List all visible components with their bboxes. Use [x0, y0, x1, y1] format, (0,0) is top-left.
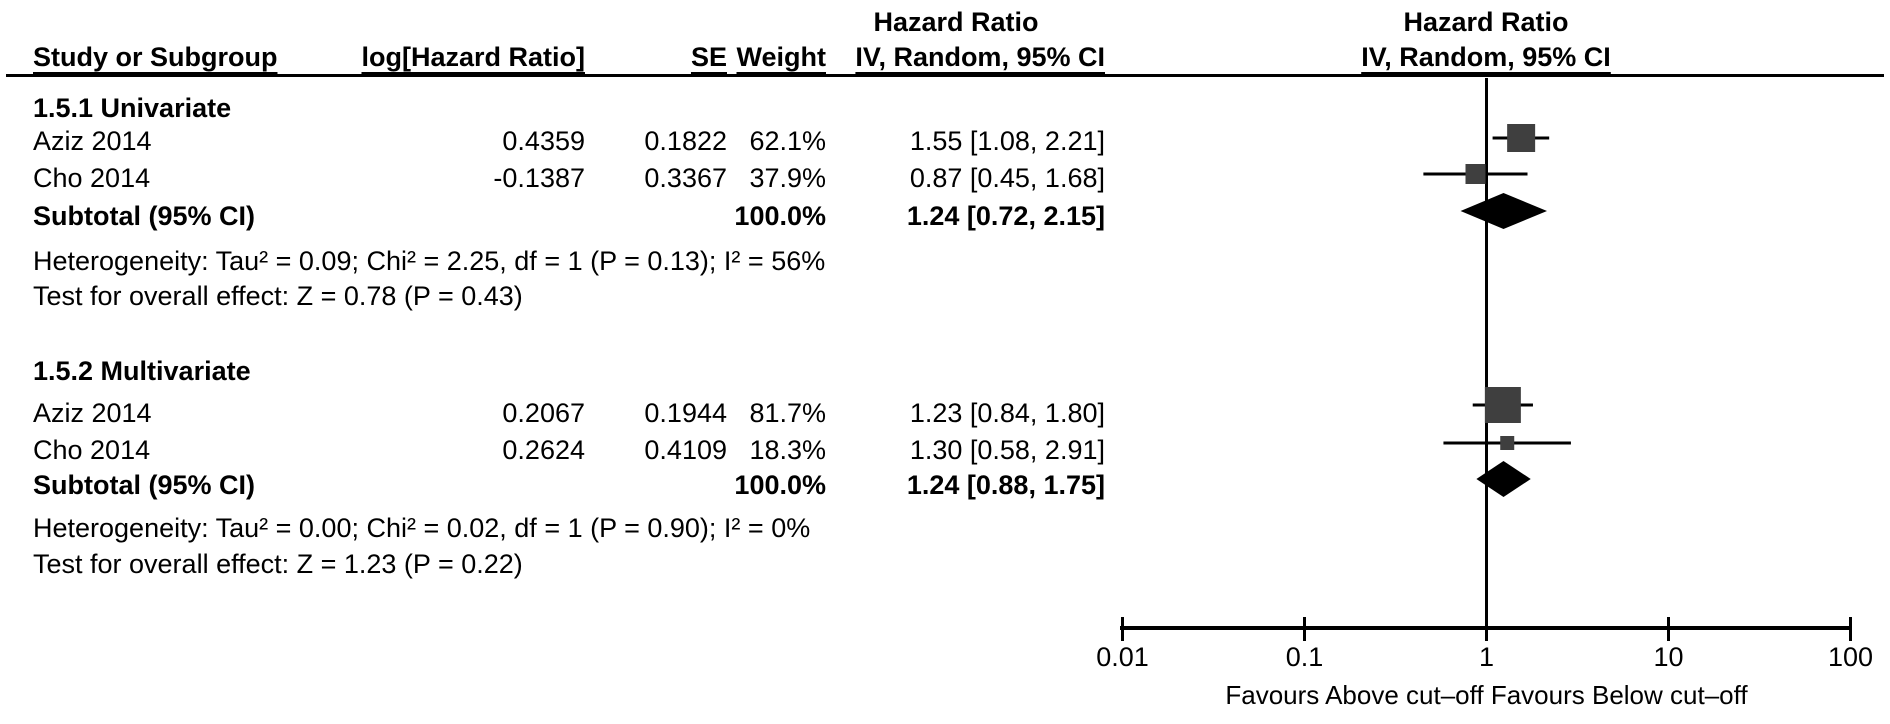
overall-effect-text: Test for overall effect: Z = 0.78 (P = 0… [33, 281, 523, 311]
subtotal-diamond [1476, 461, 1531, 497]
study-weight: 81.7% [749, 398, 826, 428]
col-header-se: SE [690, 42, 727, 72]
heterogeneity-text: Heterogeneity: Tau² = 0.00; Chi² = 0.02,… [33, 513, 811, 543]
effect-square [1500, 436, 1515, 450]
subtotal-weight: 100.0% [734, 470, 826, 500]
col-header-weight: Weight [736, 42, 827, 72]
hazard-ratio-title-left: Hazard Ratio [873, 7, 1039, 37]
study-name: Aziz 2014 [33, 126, 152, 156]
col-header-log-hazard-ratio: log[Hazard Ratio] [361, 42, 585, 72]
hazard-ratio-title-right: Hazard Ratio [1403, 7, 1569, 37]
study-log-hr: 0.2624 [502, 435, 585, 465]
col-header-study-or-subgroup: Study or Subgroup [33, 42, 278, 72]
subtotal-weight: 100.0% [734, 201, 826, 231]
study-name: Cho 2014 [33, 435, 151, 465]
x-axis-tick-label: 0.01 [1096, 642, 1149, 672]
subtotal-ci: 1.24 [0.88, 1.75] [906, 470, 1105, 500]
overall-effect-text: Test for overall effect: Z = 1.23 (P = 0… [33, 549, 523, 579]
study-ci: 1.30 [0.58, 2.91] [909, 435, 1105, 465]
study-ci: 0.87 [0.45, 1.68] [909, 163, 1105, 193]
subtotal-ci: 1.24 [0.72, 2.15] [906, 201, 1105, 231]
study-se: 0.1822 [644, 126, 727, 156]
subtotal-label: Subtotal (95% CI) [33, 470, 256, 500]
subtotal-label: Subtotal (95% CI) [33, 201, 256, 231]
heterogeneity-text: Heterogeneity: Tau² = 0.09; Chi² = 2.25,… [33, 246, 826, 276]
x-axis-tick-label: 0.1 [1286, 642, 1324, 672]
col-header-ci-right: IV, Random, 95% CI [1361, 42, 1611, 72]
x-axis-direction-label: Favours Above cut–off Favours Below cut–… [1225, 680, 1748, 710]
x-axis-tick-label: 100 [1828, 642, 1873, 672]
study-log-hr: -0.1387 [493, 163, 585, 193]
study-name: Aziz 2014 [33, 398, 152, 428]
col-header-ci-left: IV, Random, 95% CI [855, 42, 1105, 72]
study-log-hr: 0.2067 [502, 398, 585, 428]
subgroup-title: 1.5.1 Univariate [33, 93, 232, 123]
study-se: 0.4109 [644, 435, 727, 465]
x-axis-tick-label: 1 [1479, 642, 1494, 672]
study-ci: 1.23 [0.84, 1.80] [909, 398, 1105, 428]
study-ci: 1.55 [1.08, 2.21] [909, 126, 1105, 156]
study-weight: 18.3% [749, 435, 826, 465]
subgroup-title: 1.5.2 Multivariate [33, 356, 251, 386]
study-weight: 62.1% [749, 126, 826, 156]
effect-square [1465, 164, 1486, 184]
study-se: 0.1944 [644, 398, 727, 428]
effect-square [1507, 124, 1536, 152]
study-se: 0.3367 [644, 163, 727, 193]
subtotal-diamond [1460, 193, 1548, 229]
study-weight: 37.9% [749, 163, 826, 193]
study-log-hr: 0.4359 [502, 126, 585, 156]
header-rule [6, 74, 1884, 77]
effect-square [1484, 387, 1521, 423]
x-axis-tick-label: 10 [1653, 642, 1683, 672]
study-name: Cho 2014 [33, 163, 151, 193]
